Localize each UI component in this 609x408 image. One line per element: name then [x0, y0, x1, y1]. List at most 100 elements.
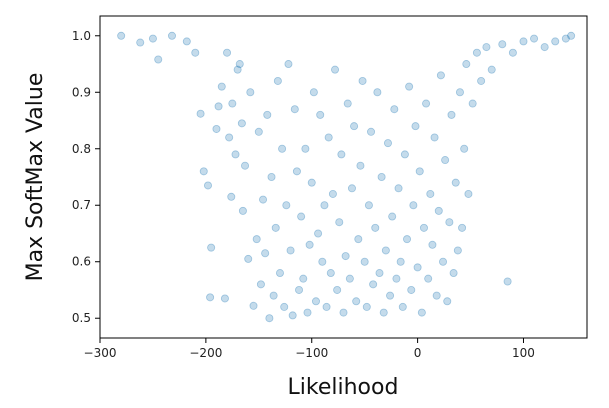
- scatter-point: [339, 308, 348, 317]
- scatter-point: [244, 254, 253, 263]
- scatter-point: [464, 189, 473, 198]
- scatter-point: [424, 274, 433, 283]
- y-axis: 0.5 0.6 0.7 0.8 0.9 1.0: [72, 29, 100, 325]
- scatter-point: [265, 314, 274, 323]
- scatter-point: [417, 308, 426, 317]
- scatter-point: [377, 172, 386, 181]
- scatter-point: [214, 102, 223, 111]
- scatter-point: [167, 31, 176, 40]
- scatter-point: [360, 257, 369, 266]
- scatter-point: [482, 43, 491, 52]
- scatter-point: [212, 124, 221, 133]
- scatter-point: [503, 277, 512, 286]
- scatter-point: [439, 257, 448, 266]
- scatter-point: [462, 60, 471, 69]
- y-axis-title: Max SoftMax Value: [23, 73, 48, 282]
- scatter-point: [309, 88, 318, 97]
- scatter-point: [228, 99, 237, 108]
- scatter-point: [249, 301, 258, 310]
- scatter-point: [299, 274, 308, 283]
- scatter-point: [388, 212, 397, 221]
- scatter-point: [354, 235, 363, 244]
- scatter-point: [428, 240, 437, 249]
- scatter-point: [261, 249, 270, 258]
- scatter-point: [282, 201, 291, 210]
- scatter-point: [364, 201, 373, 210]
- y-tick-label: 0.9: [72, 85, 91, 99]
- scatter-point: [290, 105, 299, 114]
- scatter-point: [508, 48, 517, 57]
- scatter-point: [223, 48, 232, 57]
- scatter-point: [352, 297, 361, 306]
- scatter-point: [288, 311, 297, 320]
- scatter-point: [411, 122, 420, 131]
- scatter-point: [203, 181, 212, 190]
- scatter-point: [284, 60, 293, 69]
- scatter-point: [117, 31, 126, 40]
- scatter-point: [362, 302, 371, 311]
- x-axis: −300 −200 −100 0 100: [84, 338, 535, 360]
- scatter-point: [263, 110, 272, 119]
- scatter-point: [551, 37, 560, 46]
- scatter-point: [267, 172, 276, 181]
- scatter-point: [350, 122, 359, 131]
- scatter-point: [295, 285, 304, 294]
- scatter-point: [373, 88, 382, 97]
- scatter-point: [220, 294, 229, 303]
- scatter-point: [280, 302, 289, 311]
- scatter-point: [477, 76, 486, 85]
- scatter-point: [383, 139, 392, 148]
- scatter-point: [278, 144, 287, 153]
- scatter-point: [409, 201, 418, 210]
- y-tick-label: 0.6: [72, 255, 91, 269]
- scatter-point: [341, 252, 350, 261]
- scatter-point: [403, 235, 412, 244]
- scatter-point: [256, 280, 265, 289]
- scatter-point: [487, 65, 496, 74]
- scatter-point: [206, 293, 215, 302]
- scatter-point: [358, 76, 367, 85]
- y-tick-label: 0.8: [72, 142, 91, 156]
- scatter-point: [148, 34, 157, 43]
- scatter-point: [390, 105, 399, 114]
- scatter-point: [316, 110, 325, 119]
- x-tick-label: −200: [189, 346, 222, 360]
- scatter-point: [445, 218, 454, 227]
- scatter-point: [301, 144, 310, 153]
- scatter-point: [335, 218, 344, 227]
- scatter-point: [314, 229, 323, 238]
- scatter-point: [303, 308, 312, 317]
- scatter-point: [519, 37, 528, 46]
- scatter-point: [405, 82, 414, 91]
- scatter-point: [392, 274, 401, 283]
- scatter-point: [233, 65, 242, 74]
- scatter-point: [241, 161, 250, 170]
- scatter-point: [324, 133, 333, 142]
- scatter-point: [367, 127, 376, 136]
- scatter-point: [441, 156, 450, 165]
- scatter-point: [371, 223, 380, 232]
- scatter-point: [207, 243, 216, 252]
- scatter-point: [328, 189, 337, 198]
- x-tick-label: 100: [512, 346, 535, 360]
- scatter-point: [407, 285, 416, 294]
- scatter-point: [379, 308, 388, 317]
- scatter-point: [246, 88, 255, 97]
- scatter-point: [182, 37, 191, 46]
- scatter-point: [318, 257, 327, 266]
- scatter-point: [422, 99, 431, 108]
- scatter-point: [540, 43, 549, 52]
- scatter-point: [305, 240, 314, 249]
- scatter-point: [227, 192, 236, 201]
- scatter-point: [458, 223, 467, 232]
- scatter-point: [217, 82, 226, 91]
- scatter-point: [196, 109, 205, 118]
- scatter-point: [460, 144, 469, 153]
- scatter-point: [225, 133, 234, 142]
- y-tick-label: 1.0: [72, 29, 91, 43]
- scatter-point: [498, 40, 507, 49]
- scatter-point: [231, 150, 240, 159]
- plot-frame: [99, 15, 588, 339]
- scatter-point: [326, 269, 335, 278]
- scatter-point: [398, 302, 407, 311]
